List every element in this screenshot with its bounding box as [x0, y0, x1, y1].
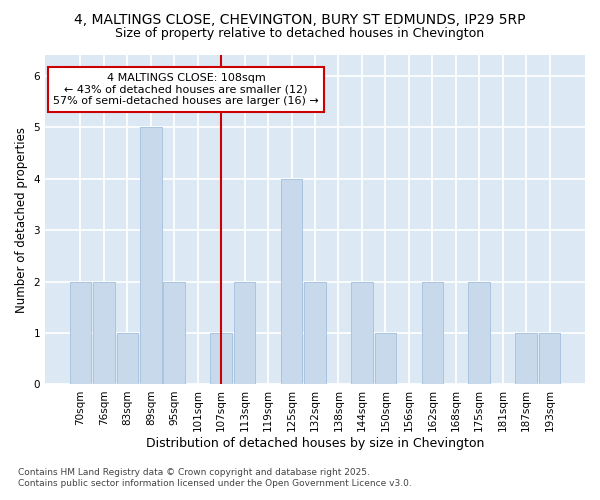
Y-axis label: Number of detached properties: Number of detached properties — [15, 126, 28, 312]
Text: 4, MALTINGS CLOSE, CHEVINGTON, BURY ST EDMUNDS, IP29 5RP: 4, MALTINGS CLOSE, CHEVINGTON, BURY ST E… — [74, 12, 526, 26]
Bar — [70, 282, 91, 385]
Bar — [116, 333, 138, 384]
Bar — [140, 127, 161, 384]
Bar — [469, 282, 490, 385]
Bar — [304, 282, 326, 385]
Bar — [163, 282, 185, 385]
Bar — [539, 333, 560, 384]
Bar — [374, 333, 396, 384]
Bar — [422, 282, 443, 385]
Text: Contains HM Land Registry data © Crown copyright and database right 2025.
Contai: Contains HM Land Registry data © Crown c… — [18, 468, 412, 487]
Bar — [515, 333, 537, 384]
Bar — [351, 282, 373, 385]
Text: Size of property relative to detached houses in Chevington: Size of property relative to detached ho… — [115, 28, 485, 40]
Bar — [234, 282, 256, 385]
X-axis label: Distribution of detached houses by size in Chevington: Distribution of detached houses by size … — [146, 437, 484, 450]
Bar — [281, 178, 302, 384]
Text: 4 MALTINGS CLOSE: 108sqm
← 43% of detached houses are smaller (12)
57% of semi-d: 4 MALTINGS CLOSE: 108sqm ← 43% of detach… — [53, 73, 319, 106]
Bar — [211, 333, 232, 384]
Bar — [93, 282, 115, 385]
